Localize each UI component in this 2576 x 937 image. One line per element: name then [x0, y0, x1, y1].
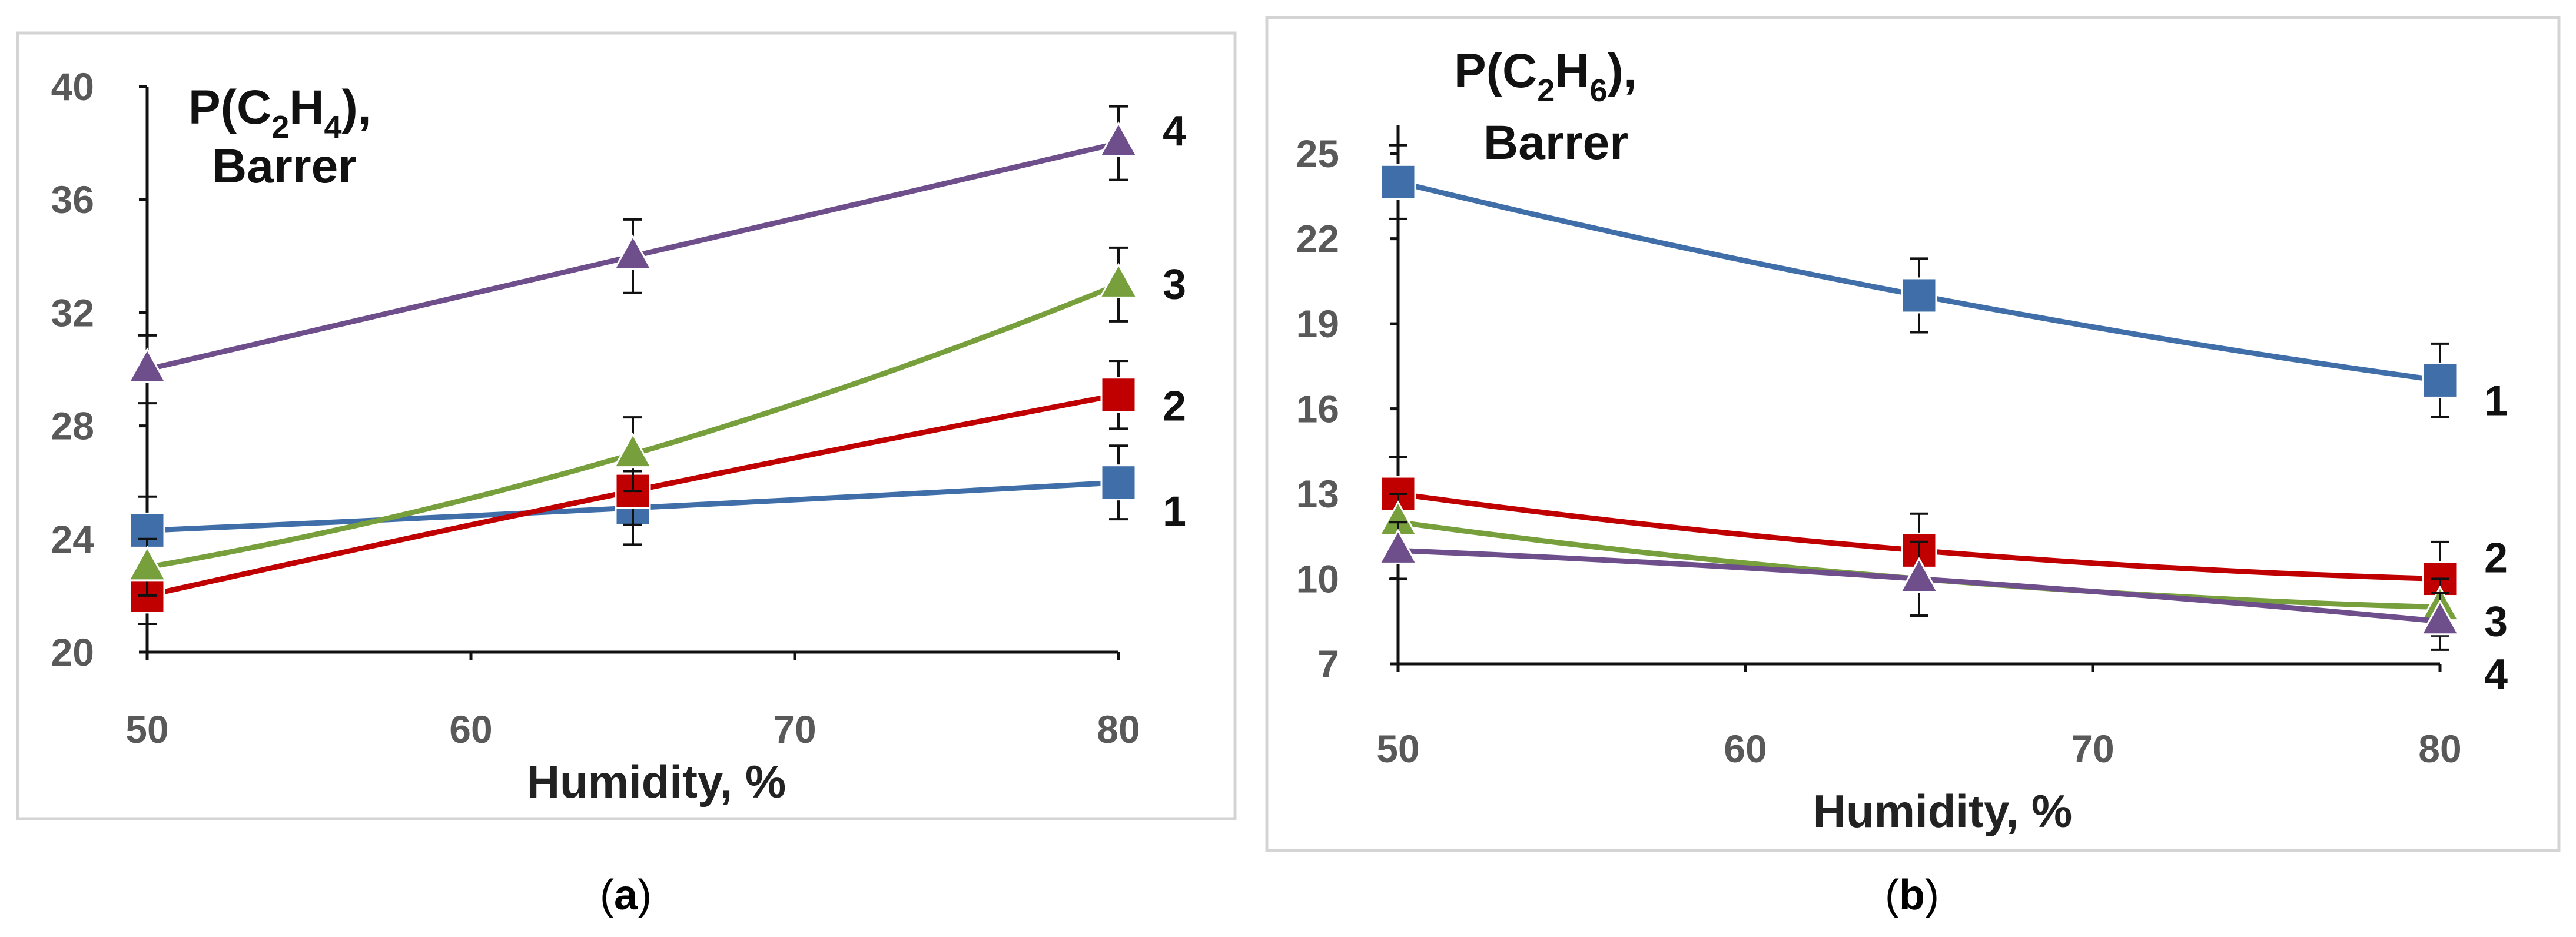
panel-b-series-1-point [2422, 362, 2458, 398]
panel-a-y-tick-label: 36 [51, 178, 94, 221]
panel-b-ylabel-line1: P(C2H6), [1454, 44, 1637, 108]
panel-b-series-4-point [1899, 557, 1939, 593]
panel-a-series-1-label: 1 [1163, 489, 1186, 536]
panel-a-series-4-label: 4 [1163, 108, 1186, 155]
panel-b-y-tick-label: 19 [1296, 302, 1339, 345]
panel-a-plot: 20 24 28 32 36 40 50 60 70 80 1 2 3 4 [51, 65, 1186, 751]
panel-b-y-tick-label: 22 [1296, 217, 1339, 261]
panel-a-y-tick-label: 40 [51, 65, 94, 108]
panel-a-caption: (a) [600, 872, 652, 919]
panel-b-series-4-label: 4 [2484, 651, 2508, 698]
panel-b-y-tick-label: 13 [1296, 472, 1339, 516]
panel-a-series-4-point [127, 347, 167, 383]
panel-b-y-tick-label: 25 [1296, 132, 1339, 175]
panel-b-series-1-point [1380, 164, 1416, 200]
panel-b-series-4-point [2420, 599, 2460, 636]
panel-b-series-1-point [1901, 277, 1937, 314]
panel-b-series-4-point [1378, 529, 1418, 564]
panel-b-x-tick-label: 50 [1376, 727, 1419, 770]
panel-a-series-3-point [613, 432, 653, 468]
panel-b-y-tick-label: 16 [1296, 387, 1339, 431]
panel-a-frame [16, 31, 1237, 820]
panel-b-plot: 7 10 13 16 19 22 25 50 60 70 80 1 2 3 4 [1296, 125, 2508, 770]
panel-a-x-tick-label: 80 [1097, 707, 1140, 751]
panel-a-ylabel-line2: Barrer [212, 139, 357, 193]
panel-a-x-tick-label: 50 [125, 707, 168, 751]
panel-a-y-tick-label: 32 [51, 291, 94, 334]
panel-a-y-tick-label: 24 [51, 517, 95, 561]
panel-a-series-2-label: 2 [1163, 383, 1186, 430]
panel-b-x-tick-label: 70 [2071, 727, 2114, 770]
panel-a-series-1-point [1100, 464, 1137, 501]
panel-a-series-4-point [613, 234, 653, 270]
panel-a-x-tick-label: 60 [449, 707, 492, 751]
panel-b-frame [1265, 16, 2561, 852]
panel-b-xlabel: Humidity, % [1813, 785, 2073, 837]
panel-b-caption: (b) [1885, 872, 1939, 919]
panel-a-series-3-point [127, 545, 167, 582]
panel-a-y-tick-label: 28 [51, 404, 94, 448]
panel-a-xlabel: Humidity, % [527, 756, 786, 808]
panel-b: P(C2H6), Barrer Humidity, % 710131619222… [1265, 16, 2561, 919]
panel-b-ylabel-line2: Barrer [1483, 116, 1628, 170]
panel-b-x-tick-label: 60 [1724, 727, 1767, 770]
panel-a-ylabel-line1: P(C2H4), [188, 81, 371, 145]
panel-a: P(C2H4), Barrer Humidity, % 202428323640… [16, 31, 1237, 919]
panel-a-series-3-label: 3 [1163, 261, 1186, 308]
panel-b-y-tick-label: 7 [1317, 642, 1339, 686]
panel-b-series-2-label: 2 [2484, 535, 2508, 582]
panel-a-y-tick-label: 20 [51, 630, 94, 674]
panel-b-y-tick-label: 10 [1296, 557, 1339, 601]
panel-b-x-tick-label: 80 [2418, 727, 2461, 770]
panel-b-series-1-label: 1 [2484, 377, 2508, 424]
panel-a-series-3-point [1098, 263, 1138, 298]
panel-a-x-tick-label: 70 [773, 707, 816, 751]
panel-b-series-3-label: 3 [2484, 599, 2508, 646]
panel-a-series-4-point [1098, 121, 1138, 157]
panel-a-series-2-point [1100, 377, 1137, 413]
